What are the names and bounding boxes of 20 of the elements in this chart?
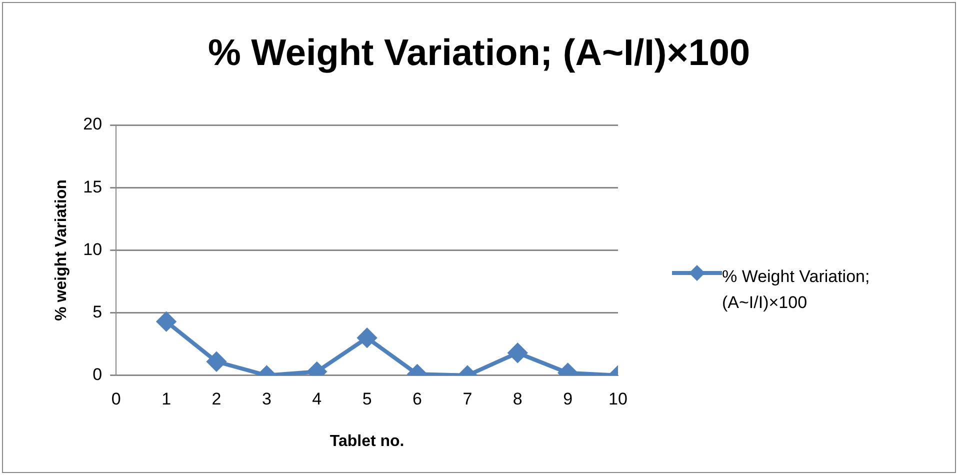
y-tick-label: 15 bbox=[83, 177, 102, 196]
x-tick-label: 7 bbox=[462, 389, 472, 408]
legend-label: % Weight Variation; (A~I/I)×100 bbox=[722, 266, 871, 314]
x-tick-label: 4 bbox=[312, 389, 322, 408]
y-axis-title: % weight Variation bbox=[53, 180, 70, 321]
y-tick-label: 0 bbox=[92, 365, 102, 384]
x-tick-label: 0 bbox=[111, 389, 121, 408]
y-tick-label: 20 bbox=[83, 114, 102, 134]
x-tick-label: 5 bbox=[362, 389, 372, 408]
x-tick-label: 3 bbox=[262, 389, 272, 408]
x-tick-label: 10 bbox=[608, 389, 628, 408]
x-tick-label: 9 bbox=[563, 389, 573, 408]
chart-title: % Weight Variation; (A~I/I)×100 bbox=[206, 32, 752, 74]
y-tick-label: 10 bbox=[83, 240, 102, 259]
x-tick-label: 8 bbox=[512, 389, 522, 408]
x-tick-label: 2 bbox=[212, 389, 222, 408]
x-axis-title: Tablet no. bbox=[330, 432, 404, 450]
y-tick-label: 5 bbox=[92, 302, 102, 322]
x-tick-label: 6 bbox=[412, 389, 422, 408]
x-tick-label: 1 bbox=[162, 389, 172, 408]
